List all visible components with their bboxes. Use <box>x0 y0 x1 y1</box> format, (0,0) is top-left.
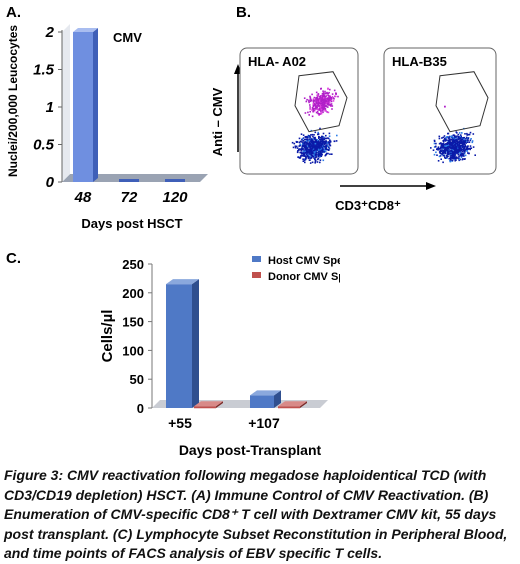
plot-label: HLA-B35 <box>392 54 447 69</box>
bar-donor-+107 <box>278 406 300 409</box>
y-tick-label: 2 <box>45 24 55 41</box>
x-tick-label: 48 <box>74 189 92 206</box>
gate-polygon <box>294 71 348 133</box>
y-tick-label: 0.5 <box>33 137 55 154</box>
bar-72 <box>119 179 139 182</box>
bar-side-48 <box>93 28 98 182</box>
bar-top-48 <box>73 28 98 32</box>
bar-side <box>192 279 199 408</box>
panel-b-flow-plots: Anti – CMV CD3⁺CD8⁺ HLA- A02 HLA-B35 <box>210 47 497 213</box>
y-tick-label: 0 <box>137 401 144 416</box>
legend-entry: Donor CMV Specific CD8 cells <box>268 271 340 283</box>
gate-polygon <box>435 71 489 133</box>
annotation-cmv: CMV <box>113 30 142 45</box>
legend-entry: Host CMV Specific CD8 cells <box>268 255 340 267</box>
bar-host-+55 <box>166 284 192 408</box>
y-tick-label: 1 <box>46 99 54 116</box>
bar-top <box>250 390 281 396</box>
legend-swatch <box>252 272 261 278</box>
y-tick-label: 150 <box>122 315 144 330</box>
bar-48 <box>73 32 93 182</box>
y-axis-label: Nuclei/200,000 Leucocytes <box>6 25 20 177</box>
panel-a-label: A. <box>6 4 21 21</box>
flow-plot-1: HLA- A02 <box>239 47 359 175</box>
panel-c-label: C. <box>6 250 21 267</box>
bar-donor-+55 <box>194 406 216 409</box>
y-axis-label: Cells/µl <box>99 310 116 363</box>
x-tick-label: 72 <box>121 189 138 206</box>
figure-caption: Figure 3: CMV reactivation following meg… <box>4 467 508 561</box>
legend-swatch <box>252 256 261 262</box>
y-tick-label: 1.5 <box>33 62 55 79</box>
panel-c-chart: 0 50 100 150 200 250 +55 +107 Host CMV Specific … <box>99 255 340 458</box>
panel-a-chart: 0 0.5 1 1.5 2 48 72 120 CMV Days post HSCT Nuclei/… <box>6 24 208 231</box>
y-tick-label: 250 <box>122 257 144 272</box>
bar-side <box>300 401 307 408</box>
bar-host-+107 <box>250 395 274 408</box>
bar-side <box>274 390 281 408</box>
side-wall <box>62 24 70 182</box>
x-arrowhead <box>426 182 436 190</box>
panel-b-label: B. <box>236 4 251 21</box>
bar-top <box>194 401 223 407</box>
x-axis-label: CD3⁺CD8⁺ <box>335 198 401 213</box>
x-axis-label: Days post-Transplant <box>179 442 322 458</box>
bar-120 <box>165 179 185 182</box>
plot-label: HLA- A02 <box>248 54 306 69</box>
y-tick-label: 200 <box>122 286 144 301</box>
x-axis-label: Days post HSCT <box>81 216 182 231</box>
bar-top <box>166 279 199 285</box>
y-tick-label: 100 <box>122 343 144 358</box>
x-tick-label: 120 <box>162 189 188 206</box>
bar-side <box>216 401 223 408</box>
flow-plot-2: HLA-B35 <box>383 47 497 175</box>
x-tick-label: +55 <box>168 415 192 431</box>
x-tick-label: +107 <box>248 415 280 431</box>
bar-top <box>278 401 307 407</box>
y-tick-label: 0 <box>46 174 55 191</box>
y-axis-label: Anti – CMV <box>210 87 225 156</box>
y-tick-label: 50 <box>130 372 144 387</box>
